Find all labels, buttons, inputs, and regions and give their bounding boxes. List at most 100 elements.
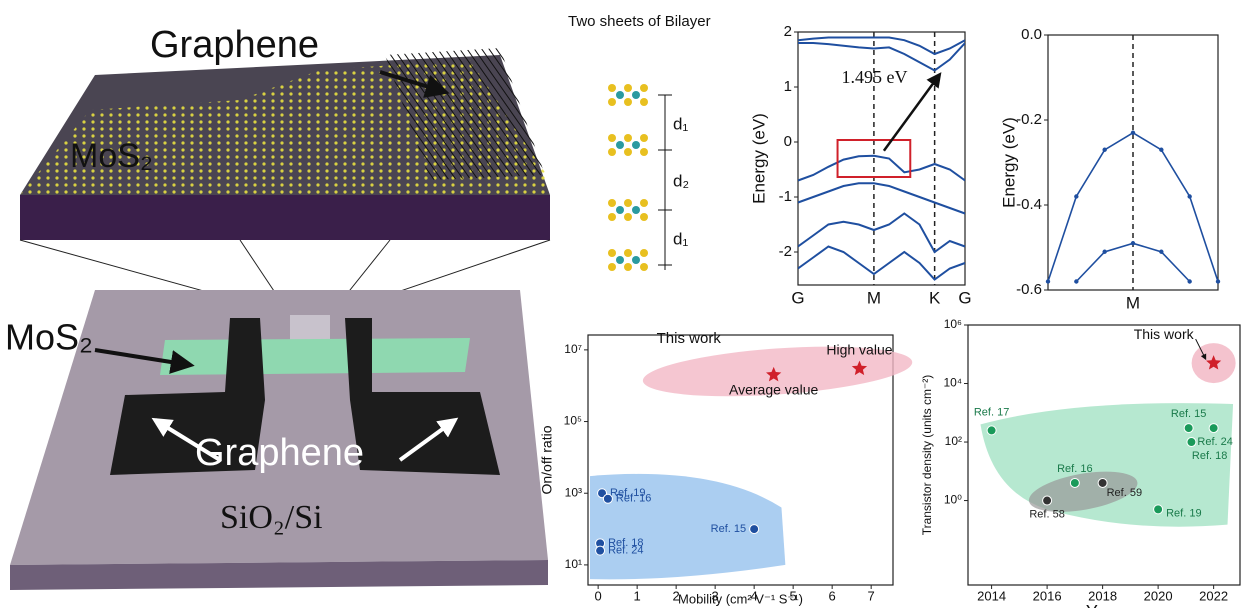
- label-mos2-device: MoS₂: [5, 317, 93, 358]
- atom-s: [640, 249, 648, 257]
- y-tick-label: 10³: [565, 485, 582, 499]
- x-tick-label: 2016: [1033, 588, 1062, 603]
- y-tick-label: -0.4: [1016, 196, 1042, 213]
- x-tick-label: 2022: [1199, 588, 1228, 603]
- label-graphene-device: Graphene: [195, 432, 364, 474]
- spacing-label: d₁: [673, 114, 688, 133]
- band-point: [1102, 250, 1106, 254]
- annotation: This work: [657, 330, 722, 347]
- atom-mo: [632, 256, 640, 264]
- y-tick-label: -1: [779, 188, 792, 205]
- x-tick-label: 6: [829, 588, 836, 603]
- atom-mo: [632, 206, 640, 214]
- y-tick-label: 1: [784, 78, 792, 95]
- structure-title: Two sheets of Bilayer: [568, 13, 711, 30]
- atom-s: [640, 84, 648, 92]
- x-tick-label: K: [929, 288, 941, 307]
- point: [1070, 478, 1079, 487]
- atom-mo: [616, 141, 624, 149]
- atom-s: [640, 98, 648, 106]
- x-tick-label: 1: [634, 588, 641, 603]
- band-point: [1216, 279, 1220, 283]
- page: { "illustration": { "graphene_top": "Gra…: [0, 0, 1253, 608]
- spacing-label: d₂: [673, 171, 689, 190]
- band-point: [1074, 194, 1078, 198]
- point: [1209, 424, 1218, 433]
- point-label: Ref. 59: [1107, 487, 1142, 499]
- band-point: [1187, 194, 1191, 198]
- band-point: [1074, 279, 1078, 283]
- atom-s: [624, 199, 632, 207]
- atom-s: [640, 263, 648, 271]
- y-axis-label: Transistor density (units cm⁻²): [920, 375, 934, 536]
- x-tick-label: 2020: [1144, 588, 1173, 603]
- point-label: Ref. 15: [711, 523, 746, 535]
- y-axis-label: Energy (eV): [749, 113, 768, 204]
- band-point: [1187, 279, 1191, 283]
- atom-s: [608, 199, 616, 207]
- x-axis-label: Year: [1086, 602, 1122, 608]
- atom-s: [624, 213, 632, 221]
- atom-s: [624, 84, 632, 92]
- atom-s: [624, 249, 632, 257]
- y-tick-label: 10¹: [565, 557, 582, 571]
- point-label: Average value: [729, 382, 818, 398]
- point: [1184, 424, 1193, 433]
- figure: Graphene MoS₂ MoS₂ Graphene SiO₂/Si Two …: [0, 0, 1253, 608]
- y-tick-label: 10⁶: [944, 317, 962, 331]
- x-tick-label: G: [958, 288, 971, 307]
- point-label: Ref. 16: [1057, 463, 1092, 475]
- atom-s: [608, 98, 616, 106]
- band-point: [1159, 250, 1163, 254]
- x-tick-label: 0: [595, 588, 602, 603]
- point-label: Ref. 18: [1192, 450, 1227, 462]
- atom-s: [624, 134, 632, 142]
- x-tick-label: M: [1126, 293, 1140, 312]
- y-tick-label: 0.0: [1021, 26, 1042, 43]
- band-line: [798, 38, 965, 55]
- band-point: [1131, 131, 1135, 135]
- band-point: [1046, 279, 1050, 283]
- band-line: [798, 214, 965, 253]
- atom-s: [608, 249, 616, 257]
- point: [750, 525, 759, 534]
- atom-s: [640, 199, 648, 207]
- y-tick-label: -2: [779, 243, 792, 260]
- point-label: Ref. 58: [1029, 508, 1064, 520]
- y-axis-label: On/off ratio: [539, 425, 555, 494]
- atom-mo: [632, 91, 640, 99]
- label-substrate: SiO₂/Si: [220, 499, 323, 536]
- y-tick-label: 10⁰: [944, 493, 962, 507]
- x-tick-label: G: [791, 288, 804, 307]
- band-point: [1102, 148, 1106, 152]
- y-tick-label: 10²: [945, 434, 962, 448]
- label-mos2-top: MoS₂: [70, 137, 153, 175]
- point-label: Ref. 19: [1166, 507, 1201, 519]
- atom-s: [624, 98, 632, 106]
- atom-s: [608, 148, 616, 156]
- atom-s: [640, 213, 648, 221]
- point: [1043, 496, 1052, 505]
- point: [987, 426, 996, 435]
- point-label: This work: [1134, 326, 1195, 342]
- point-label: Ref. 16: [616, 493, 651, 505]
- atom-s: [640, 134, 648, 142]
- point-label: Ref. 24: [608, 545, 643, 557]
- label-graphene-top: Graphene: [150, 24, 319, 66]
- atom-s: [608, 84, 616, 92]
- band-point: [1131, 241, 1135, 245]
- x-axis-label: Mobility (cm² V⁻¹ S⁻¹): [678, 591, 803, 606]
- y-tick-label: 10⁴: [943, 376, 962, 390]
- band-line: [798, 247, 965, 280]
- y-tick-label: 10⁵: [564, 414, 582, 428]
- band-line: [798, 183, 965, 213]
- point: [596, 546, 605, 555]
- band-point: [1159, 148, 1163, 152]
- point-label: Ref. 17: [974, 406, 1009, 418]
- point-label: Ref. 15: [1171, 408, 1206, 420]
- x-tick-label: 2014: [977, 588, 1006, 603]
- point: [1187, 438, 1196, 447]
- x-tick-label: 7: [868, 588, 875, 603]
- spacing-label: d₁: [673, 229, 688, 248]
- point-label: Ref. 24: [1197, 436, 1232, 448]
